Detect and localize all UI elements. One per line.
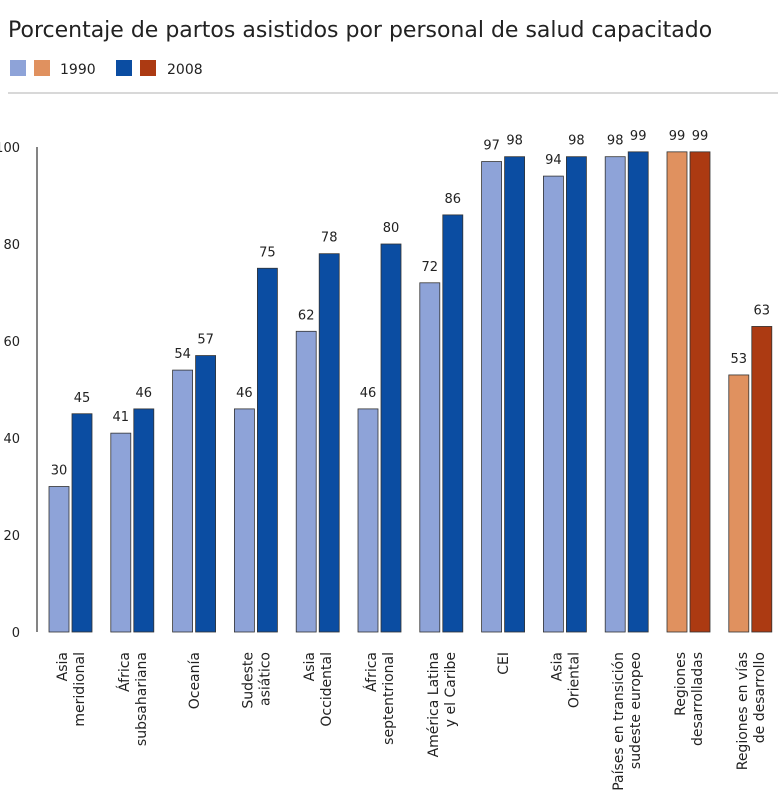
y-tick-label: 20 [3, 529, 20, 544]
bar-1990 [233, 408, 255, 633]
legend: 1990 2008 [10, 60, 203, 78]
x-tick-label: Oriental [566, 652, 582, 708]
data-label-2008: 98 [506, 134, 523, 149]
x-tick-label: África [116, 652, 133, 692]
x-tick-label: Países en transición [611, 652, 627, 791]
bar-2008 [133, 408, 155, 633]
x-tick-label: Occidental [319, 652, 335, 727]
data-label-1990: 53 [731, 352, 748, 367]
data-label-1990: 72 [422, 260, 439, 275]
data-label-2008: 99 [692, 129, 709, 144]
bar-2008 [256, 267, 278, 633]
data-label-2008: 46 [136, 386, 153, 401]
legend-label-2008: 2008 [167, 62, 203, 78]
bar-2008 [380, 243, 402, 633]
x-tick-label: Regiones en vías [735, 652, 751, 770]
data-label-1990: 30 [51, 464, 68, 479]
data-label-1990: 46 [360, 386, 377, 401]
bar-2008 [751, 326, 773, 633]
x-tick-label: septentrional [381, 652, 397, 745]
data-label-2008: 99 [630, 129, 647, 144]
data-label-2008: 98 [568, 134, 585, 149]
bar-1990 [110, 432, 132, 633]
data-label-2008: 75 [259, 245, 276, 260]
data-label-1990: 62 [298, 308, 315, 323]
data-label-1990: 97 [483, 139, 500, 154]
legend-label-1990: 1990 [60, 62, 96, 78]
x-axis-labels: Asia meridional África subsahariana Oceanía S… [55, 652, 768, 791]
data-label-2008: 63 [754, 303, 771, 318]
bar-2008 [627, 151, 649, 633]
bar-1990 [666, 151, 688, 633]
x-tick-label: Asia [55, 652, 71, 681]
x-tick-label: de desarrollo [752, 652, 768, 743]
bar-2008 [689, 151, 711, 633]
x-tick-label: desarrolladas [690, 652, 706, 746]
bar-1990 [481, 161, 503, 633]
x-tick-label: y el Caribe [443, 652, 459, 727]
data-label-1990: 94 [545, 153, 562, 168]
data-label-2008: 80 [383, 221, 400, 236]
legend-swatch-2008-regions [140, 60, 156, 76]
data-label-1990: 98 [607, 134, 624, 149]
data-label-2008: 57 [197, 333, 214, 348]
bar-2008 [442, 214, 464, 633]
chart-title: Porcentaje de partos asistidos por perso… [8, 18, 712, 43]
data-label-2008: 78 [321, 231, 338, 246]
bar-2008 [566, 156, 587, 633]
data-label-2008: 45 [74, 391, 91, 406]
legend-swatch-2008 [116, 60, 132, 76]
bar-1990 [728, 374, 750, 633]
x-tick-label: subsahariana [134, 652, 150, 746]
y-tick-label: 60 [3, 335, 20, 350]
bar-2008 [195, 355, 217, 633]
x-tick-label: sudeste europeo [628, 652, 644, 769]
bar-1990 [48, 486, 70, 633]
x-tick-label: Asia [302, 652, 318, 681]
x-tick-label: meridional [72, 652, 88, 727]
bar-1990 [419, 282, 441, 633]
bars: 30 45 41 46 54 57 46 75 62 78 46 80 72 86 97 98 94 98 98 99… [48, 129, 773, 633]
data-label-1990: 41 [113, 410, 130, 425]
bar-2008 [318, 253, 340, 633]
data-label-1990: 99 [669, 129, 686, 144]
bar-1990 [295, 330, 317, 633]
x-tick-label: CEI [496, 652, 512, 675]
data-label-1990: 54 [174, 347, 191, 362]
bar-1990 [543, 175, 564, 633]
bar-1990 [172, 369, 194, 633]
x-tick-label: Asia [549, 652, 565, 681]
bar-2008 [71, 413, 93, 633]
bar-2008 [504, 156, 526, 633]
data-label-1990: 46 [236, 386, 253, 401]
x-tick-label: asiático [257, 652, 273, 706]
legend-swatch-1990-regions [34, 60, 50, 76]
x-tick-label: Regiones [673, 652, 689, 716]
x-tick-label: América Latina [426, 652, 442, 757]
bar-1990 [357, 408, 379, 633]
y-tick-label: 100 [0, 141, 20, 156]
bar-1990 [604, 156, 626, 633]
y-axis: 0 20 40 60 80 100 [0, 141, 38, 641]
legend-swatch-1990 [10, 60, 26, 76]
data-label-2008: 86 [445, 192, 462, 207]
y-tick-label: 0 [12, 626, 20, 641]
y-tick-label: 40 [3, 432, 20, 447]
x-tick-label: Sudeste [240, 652, 256, 709]
x-tick-label: África [363, 652, 380, 692]
x-tick-label: Oceanía [187, 652, 203, 709]
y-tick-label: 80 [3, 238, 20, 253]
